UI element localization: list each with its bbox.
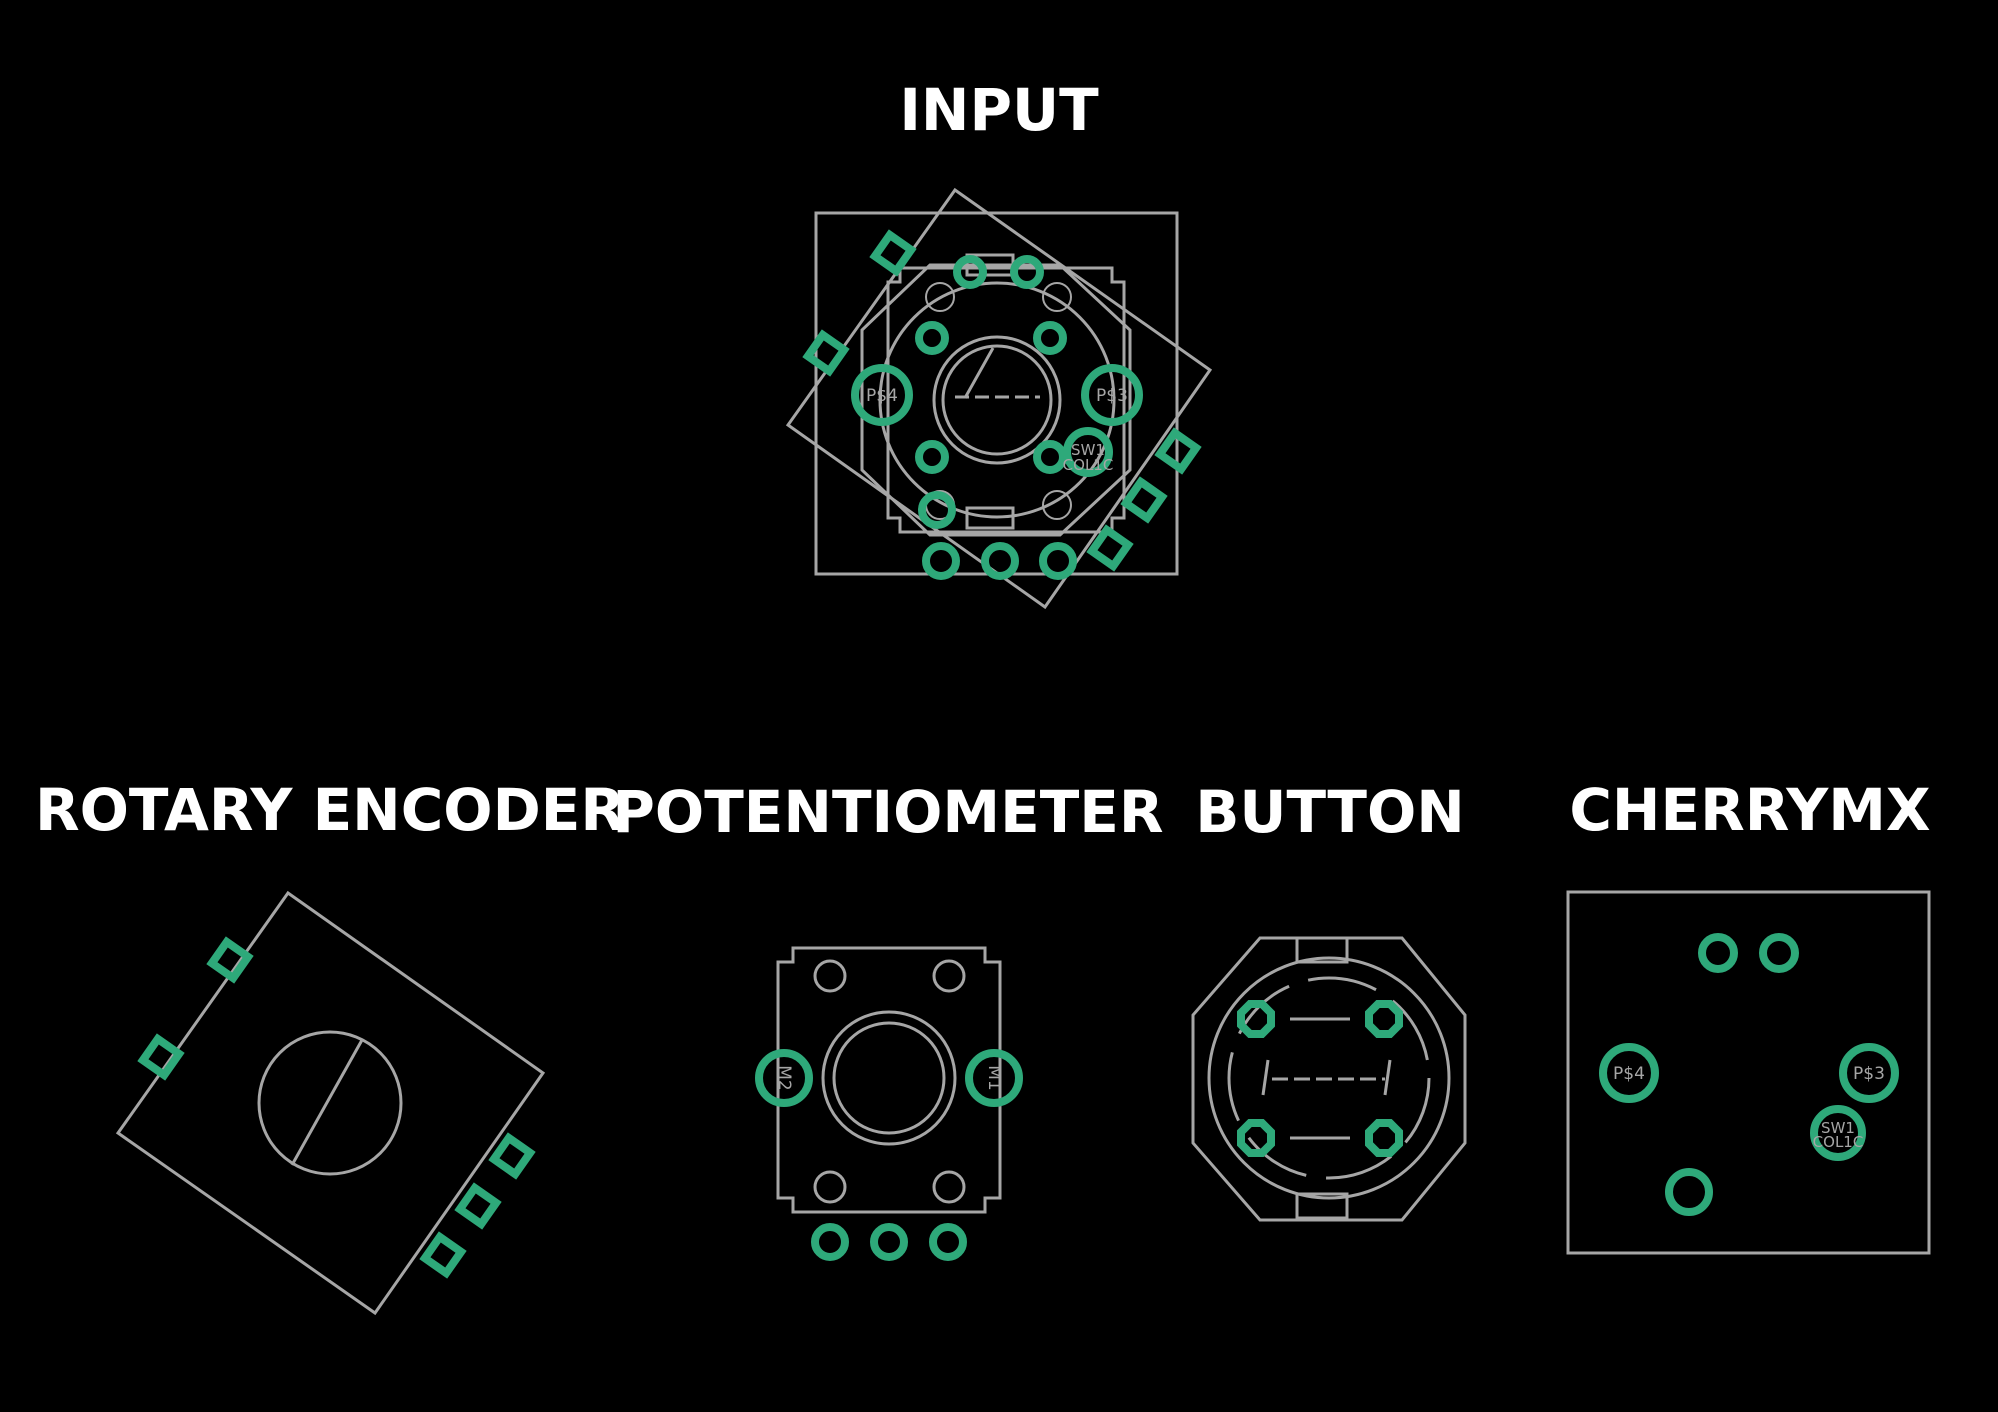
cherrymx-pad	[1665, 1168, 1713, 1216]
button-line	[1383, 1059, 1392, 1096]
title-cherrymx: CHERRYMX	[1569, 776, 1930, 844]
input-pad	[953, 255, 987, 289]
cherrymx-label-sw1: SW1	[1821, 1119, 1855, 1137]
input-label-sw1: SW1	[1071, 441, 1105, 459]
button-pad	[1237, 1119, 1275, 1157]
encoder-pad	[488, 1132, 536, 1180]
cherrymx-label-p4: P$4	[1613, 1064, 1645, 1084]
pot-pin-pad	[929, 1223, 967, 1261]
cherrymx-outline	[1566, 890, 1931, 1255]
pot-label-m2: M2	[774, 1065, 794, 1090]
rotary-encoder-footprint	[115, 890, 546, 1316]
input-pad	[915, 321, 949, 355]
encoder-shaft-circle	[257, 1030, 403, 1176]
cherrymx-pad-p3	[1839, 1043, 1899, 1103]
pot-pin-pad	[811, 1223, 849, 1261]
button-tab-bottom	[1295, 1192, 1349, 1220]
input-pad	[918, 491, 956, 529]
cherrymx-pad-sw1	[1810, 1105, 1866, 1161]
input-square-pad	[1086, 524, 1134, 572]
input-pad	[1010, 255, 1044, 289]
pot-mount-hole	[813, 1170, 847, 1204]
input-square-pad	[1154, 427, 1202, 475]
input-shaft-inner	[941, 344, 1053, 456]
pot-pin-pad	[870, 1223, 908, 1261]
input-shaft-outer	[932, 335, 1062, 465]
pot-pad-m2	[755, 1049, 813, 1107]
pot-mount-hole	[932, 959, 966, 993]
button-line	[1261, 1059, 1270, 1096]
input-overlay-footprint: P$4 P$3 SW1 COL1C	[785, 187, 1213, 610]
pot-body-outline	[776, 946, 1002, 1214]
pot-shaft-outer	[821, 1010, 957, 1146]
input-tab-bottom	[965, 506, 1015, 530]
input-pad	[1039, 542, 1077, 580]
cherrymx-pad-p4	[1599, 1043, 1659, 1103]
title-potentiometer: POTENTIOMETER	[612, 778, 1163, 846]
button-inner-ring	[1207, 956, 1451, 1200]
pot-label-m1: M1	[984, 1065, 1004, 1090]
pot-shaft-inner	[832, 1021, 946, 1135]
button-pad	[1365, 1119, 1403, 1157]
input-pad	[915, 440, 949, 474]
input-pad	[922, 542, 960, 580]
encoder-body-outline	[115, 890, 546, 1316]
input-mount-hole	[925, 282, 955, 312]
encoder-pad	[137, 1033, 185, 1081]
input-shaft-slash	[963, 347, 995, 399]
input-square-pad	[802, 329, 850, 377]
button-pad	[1365, 1000, 1403, 1038]
button-outer-ring	[1191, 936, 1467, 1222]
button-tab-top	[1295, 936, 1349, 964]
cherrymx-footprint: P$4 P$3 SW1 COL1C	[1566, 890, 1931, 1255]
title-rotary-encoder: ROTARY ENCODER	[35, 776, 625, 844]
input-square-pad	[1120, 476, 1168, 524]
pot-mount-hole	[932, 1170, 966, 1204]
button-dashed-ring	[1227, 976, 1431, 1180]
input-label-p4: P$4	[866, 386, 898, 406]
potentiometer-footprint: M2 M1	[755, 946, 1023, 1261]
cherrymx-pad	[1698, 933, 1738, 973]
input-label-p3: P$3	[1096, 386, 1128, 406]
encoder-pad	[454, 1182, 502, 1230]
input-pad	[981, 542, 1019, 580]
cherrymx-label-col1c: COL1C	[1813, 1133, 1864, 1151]
title-button: BUTTON	[1195, 778, 1465, 846]
input-button-ring	[878, 281, 1116, 519]
input-mount-hole	[1042, 490, 1072, 520]
button-footprint	[1191, 936, 1467, 1222]
encoder-shaft-line	[290, 1039, 364, 1166]
encoder-pad	[419, 1231, 467, 1279]
pot-mount-hole	[813, 959, 847, 993]
encoder-pad	[206, 936, 254, 984]
button-pad	[1237, 1000, 1275, 1038]
input-pad-p3	[1081, 364, 1143, 426]
pot-pad-m1	[965, 1049, 1023, 1107]
input-pad	[1033, 321, 1067, 355]
input-square-pad	[869, 229, 917, 277]
input-mount-hole	[1042, 282, 1072, 312]
cherrymx-label-p3: P$3	[1853, 1064, 1885, 1084]
input-pad	[1033, 440, 1067, 474]
input-pad-p4	[851, 364, 913, 426]
input-button-outline	[860, 263, 1132, 537]
cherrymx-pad	[1759, 933, 1799, 973]
input-pad-sw1	[1063, 427, 1113, 477]
input-label-col1c: COL1C	[1063, 456, 1114, 474]
title-input: INPUT	[899, 76, 1099, 144]
